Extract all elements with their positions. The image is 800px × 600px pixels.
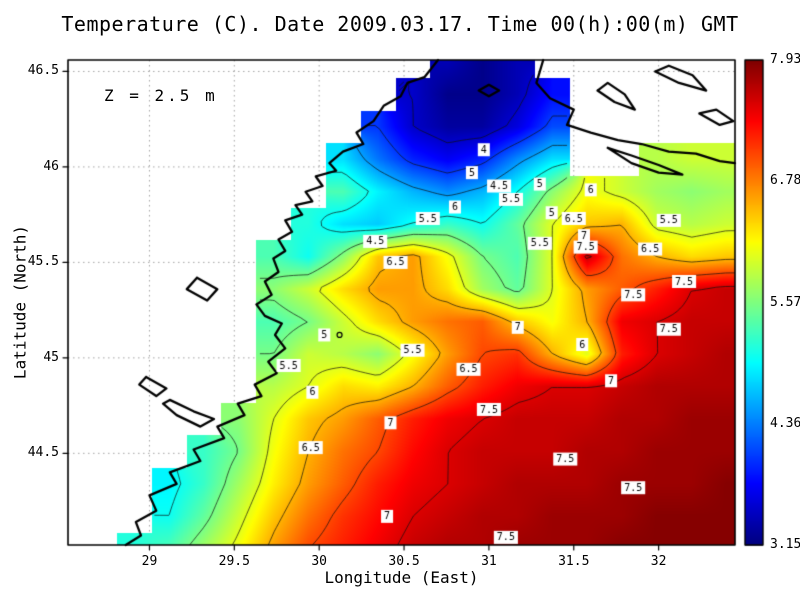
chart-title: Temperature (C). Date 2009.03.17. Time 0… bbox=[61, 12, 739, 36]
colorbar-tick-label: 4.36 bbox=[770, 415, 800, 431]
x-tick-label: 31 bbox=[481, 554, 497, 569]
y-tick-label: 46 bbox=[43, 158, 59, 174]
y-tick-label: 45 bbox=[43, 349, 59, 365]
x-tick-label: 29 bbox=[141, 554, 158, 569]
y-tick-label: 46.5 bbox=[27, 63, 59, 79]
y-tick-label: 44.5 bbox=[27, 445, 59, 461]
depth-annotation: Z = 2.5 m bbox=[104, 86, 218, 105]
x-tick-label: 30 bbox=[311, 554, 327, 569]
colorbar-tick-label: 5.57 bbox=[770, 294, 800, 310]
x-tick-label: 31.5 bbox=[558, 554, 590, 569]
y-tick-label: 45.5 bbox=[27, 254, 59, 270]
colorbar-tick-label: 7.93 bbox=[770, 52, 800, 67]
x-tick-label: 32 bbox=[650, 554, 667, 569]
x-tick-label: 29.5 bbox=[218, 554, 250, 569]
x-tick-label: 30.5 bbox=[388, 554, 420, 569]
x-axis-label: Longitude (East) bbox=[324, 568, 479, 587]
colorbar-tick-label: 3.15 bbox=[770, 537, 800, 552]
colorbar-tick-label: 6.78 bbox=[770, 173, 800, 189]
